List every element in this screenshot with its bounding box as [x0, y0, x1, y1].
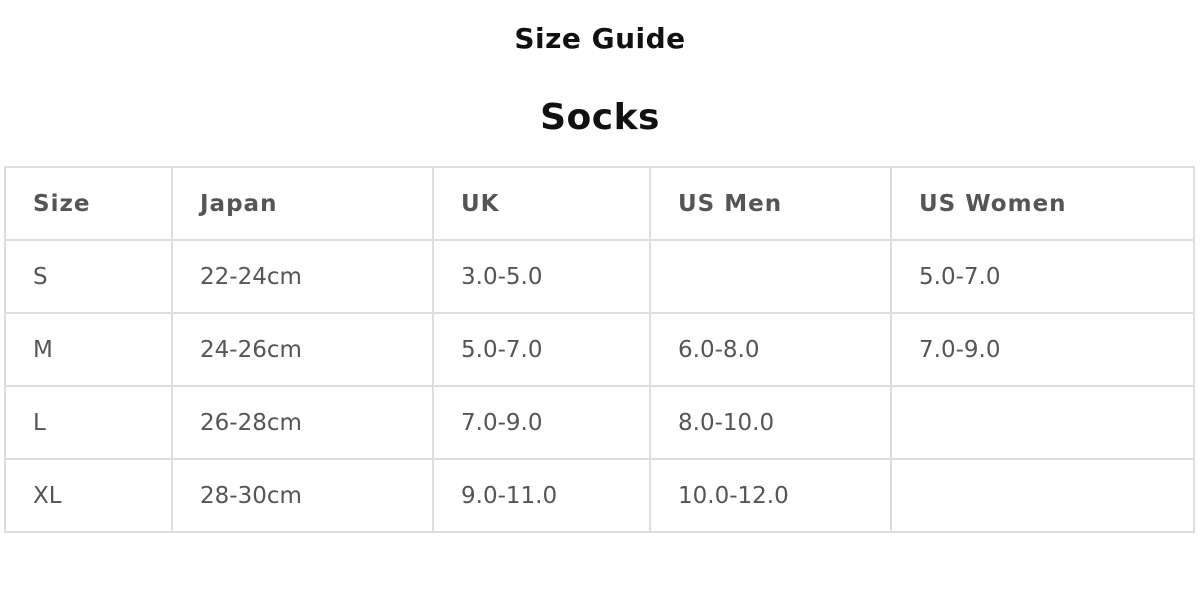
page-title: Size Guide	[514, 22, 686, 55]
cell-uk: 3.0-5.0	[432, 239, 651, 314]
cell-uk: 5.0-7.0	[432, 312, 651, 387]
table-row: XL 28-30cm 9.0-11.0 10.0-12.0	[4, 458, 1195, 533]
cell-japan: 28-30cm	[171, 458, 434, 533]
cell-us-women	[890, 458, 1195, 533]
size-table: Size Japan UK US Men US Women S 22-24cm 3.…	[4, 166, 1195, 533]
cell-size: L	[4, 385, 173, 460]
table-row: L 26-28cm 7.0-9.0 8.0-10.0	[4, 385, 1195, 460]
cell-us-men	[649, 239, 892, 314]
column-header-size: Size	[4, 166, 173, 241]
column-header-us-women: US Women	[890, 166, 1195, 241]
cell-uk: 7.0-9.0	[432, 385, 651, 460]
column-header-uk: UK	[432, 166, 651, 241]
cell-us-men: 10.0-12.0	[649, 458, 892, 533]
cell-japan: 22-24cm	[171, 239, 434, 314]
cell-us-men: 6.0-8.0	[649, 312, 892, 387]
cell-size: M	[4, 312, 173, 387]
section-title: Socks	[540, 97, 660, 138]
cell-japan: 26-28cm	[171, 385, 434, 460]
table-row: M 24-26cm 5.0-7.0 6.0-8.0 7.0-9.0	[4, 312, 1195, 387]
cell-us-women: 5.0-7.0	[890, 239, 1195, 314]
cell-japan: 24-26cm	[171, 312, 434, 387]
cell-us-women: 7.0-9.0	[890, 312, 1195, 387]
cell-us-women	[890, 385, 1195, 460]
cell-size: S	[4, 239, 173, 314]
table-header-row: Size Japan UK US Men US Women	[4, 166, 1195, 241]
column-header-japan: Japan	[171, 166, 434, 241]
cell-uk: 9.0-11.0	[432, 458, 651, 533]
table-row: S 22-24cm 3.0-5.0 5.0-7.0	[4, 239, 1195, 314]
cell-us-men: 8.0-10.0	[649, 385, 892, 460]
column-header-us-men: US Men	[649, 166, 892, 241]
cell-size: XL	[4, 458, 173, 533]
